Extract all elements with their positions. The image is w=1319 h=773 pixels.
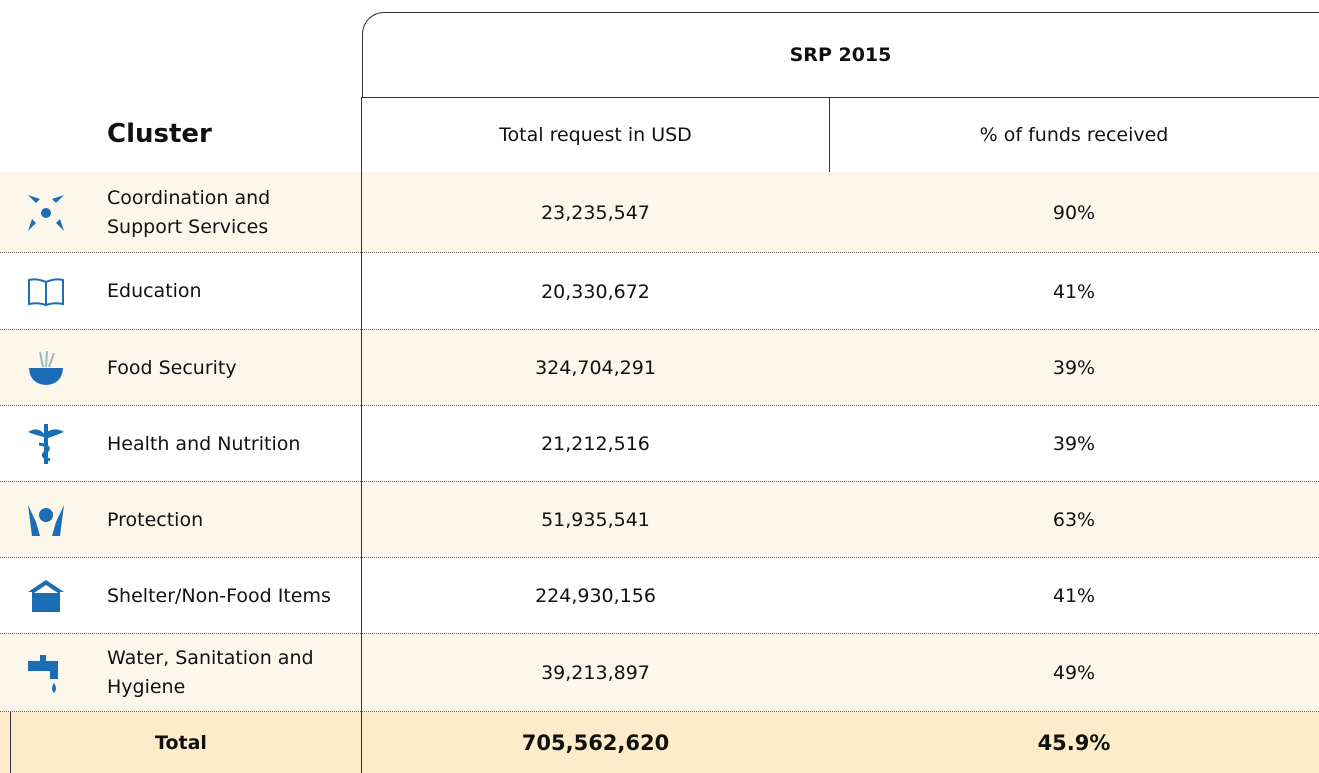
request-value: 21,212,516: [541, 433, 650, 455]
row: [0, 558, 1319, 634]
cluster-label: Water, Sanitation and Hygiene: [107, 647, 314, 698]
funds-value: 39%: [1052, 433, 1096, 455]
total-request: 705,562,620: [521, 730, 670, 755]
funds-value: 63%: [1052, 509, 1096, 531]
group-title: SRP 2015: [789, 44, 892, 66]
total-label: Total: [155, 731, 207, 754]
cluster-label: Health and Nutrition: [107, 432, 301, 455]
cluster-label: Shelter/Non-Food Items: [107, 584, 331, 607]
row: [0, 172, 1319, 253]
request-value: 39,213,897: [541, 662, 650, 684]
cluster-icon: [16, 330, 76, 406]
funds-value: 49%: [1052, 662, 1096, 684]
request-value: 20,330,672: [541, 280, 650, 303]
cluster-icon: [16, 482, 76, 558]
cluster-icon: [16, 634, 76, 712]
request-value: 324,704,291: [535, 357, 656, 379]
funds-value: 41%: [1052, 280, 1096, 303]
request-value: 23,235,547: [541, 201, 650, 224]
row: [0, 406, 1319, 482]
cluster-header: Cluster: [107, 119, 212, 149]
funds-value: 90%: [1052, 201, 1096, 224]
cluster-icon: [16, 558, 76, 634]
row: [0, 634, 1319, 712]
cluster-icon: [16, 253, 76, 330]
vline: [829, 97, 830, 172]
funds-value: 41%: [1052, 585, 1096, 607]
vline: [361, 172, 362, 773]
cluster-icon: [16, 406, 76, 482]
row: [0, 253, 1319, 330]
row: [0, 330, 1319, 406]
column-header: % of funds received: [979, 123, 1169, 146]
total-row: [0, 712, 1319, 773]
funds-value: 39%: [1052, 357, 1096, 379]
cluster-label: Food Security: [107, 356, 237, 379]
cluster-label: Protection: [107, 508, 204, 531]
cluster-label: Education: [107, 280, 202, 302]
subheader-line: [362, 97, 1319, 98]
request-value: 224,930,156: [535, 585, 656, 607]
column-header: Total request in USD: [499, 123, 692, 146]
cluster-label: Coordination and Support Services: [107, 186, 271, 238]
vline: [10, 712, 11, 773]
cluster-icon: [16, 172, 76, 253]
request-value: 51,935,541: [541, 509, 650, 531]
total-funds: 45.9%: [1037, 730, 1111, 755]
row: [0, 482, 1319, 558]
